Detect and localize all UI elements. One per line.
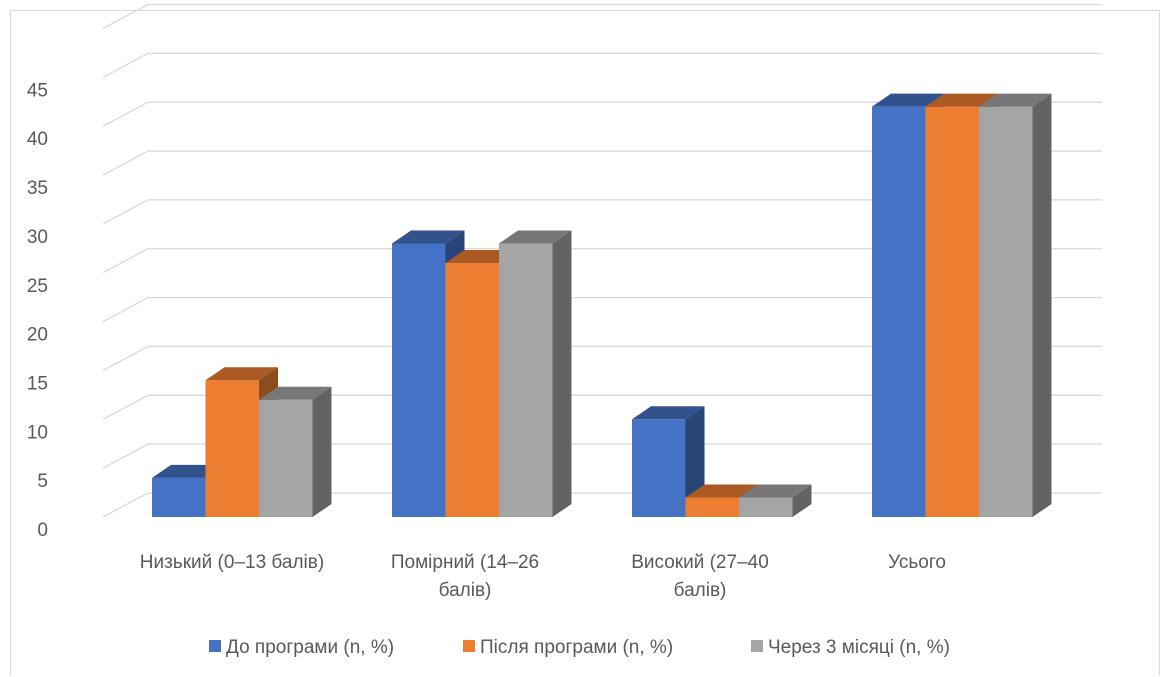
legend-label: Після програми (n, %) [480, 637, 673, 658]
y-tick-label: 10 [27, 422, 48, 443]
x-axis: Низький (0–13 балів) Помірний (14–26 балів… [140, 552, 946, 601]
y-tick-label: 30 [27, 227, 48, 248]
legend-entry: Через 3 місяці (n, %) [751, 637, 950, 658]
bar-top [632, 406, 705, 420]
bar-side [792, 484, 812, 517]
gridline-diagonal [102, 443, 149, 469]
legend-label: Через 3 місяці (n, %) [768, 637, 950, 658]
bar-top [872, 93, 945, 107]
x-tick-label: Помірний (14–26 [391, 552, 539, 573]
bar-top [499, 230, 572, 244]
bar-front [872, 106, 926, 517]
y-tick-label: 15 [27, 373, 48, 394]
legend-label: До програми (n, %) [226, 637, 394, 658]
gridline-diagonal [102, 199, 149, 225]
bar-front [925, 106, 979, 517]
y-tick-label: 40 [27, 129, 48, 150]
x-tick-label: балів) [439, 580, 492, 601]
bar-top [685, 484, 758, 498]
bar-top [392, 230, 465, 244]
bar-front [392, 243, 446, 517]
bar-front [152, 477, 206, 517]
bar-front [979, 106, 1033, 517]
x-tick-label: Низький (0–13 балів) [140, 552, 324, 573]
bar-front [632, 419, 686, 517]
bar-side [1032, 93, 1052, 517]
legend-swatch [209, 640, 221, 652]
legend-entry: До програми (n, %) [209, 637, 394, 658]
gridline-diagonal [102, 150, 149, 176]
x-tick-label: Високий (27–40 [631, 552, 769, 573]
bar [499, 230, 572, 517]
bar-top [205, 367, 278, 381]
y-axis: 0 5 10 15 20 25 30 35 40 45 [27, 80, 48, 541]
bar-front [499, 243, 553, 517]
gridline-diagonal [102, 101, 149, 127]
legend-swatch [463, 640, 475, 652]
gridline-diagonal [102, 3, 149, 30]
bar-front [445, 262, 499, 517]
legend: До програми (n, %) Після програми (n, %) Ч… [209, 637, 950, 658]
y-tick-label: 35 [27, 178, 48, 199]
bar [632, 406, 705, 517]
gridline-diagonal [102, 492, 149, 518]
bar [979, 93, 1052, 517]
bar [739, 484, 812, 517]
bar-side [552, 230, 572, 517]
bar-side [312, 386, 332, 517]
x-tick-label: Усього [888, 552, 946, 573]
bars [152, 93, 1052, 518]
bar-top [979, 93, 1052, 107]
y-tick-label: 25 [27, 276, 48, 297]
gridline-diagonal [102, 345, 149, 372]
bar-front [739, 497, 793, 517]
y-tick-label: 0 [37, 520, 48, 541]
gridline-diagonal [102, 248, 149, 274]
bar-front [259, 399, 313, 517]
y-tick-label: 45 [27, 80, 48, 101]
x-tick-label: балів) [674, 580, 727, 601]
bar-front [685, 497, 739, 517]
gridline-diagonal [102, 52, 149, 78]
gridline-diagonal [102, 297, 149, 323]
bar-top [925, 93, 998, 107]
legend-entry: Після програми (n, %) [463, 637, 673, 658]
y-tick-label: 20 [27, 325, 48, 346]
y-tick-label: 5 [37, 471, 48, 492]
bar-top [259, 386, 332, 400]
gridline-diagonal [102, 394, 149, 420]
bar-front [205, 380, 259, 517]
legend-swatch [751, 640, 763, 652]
bar [259, 386, 332, 517]
bar-top [739, 484, 812, 498]
